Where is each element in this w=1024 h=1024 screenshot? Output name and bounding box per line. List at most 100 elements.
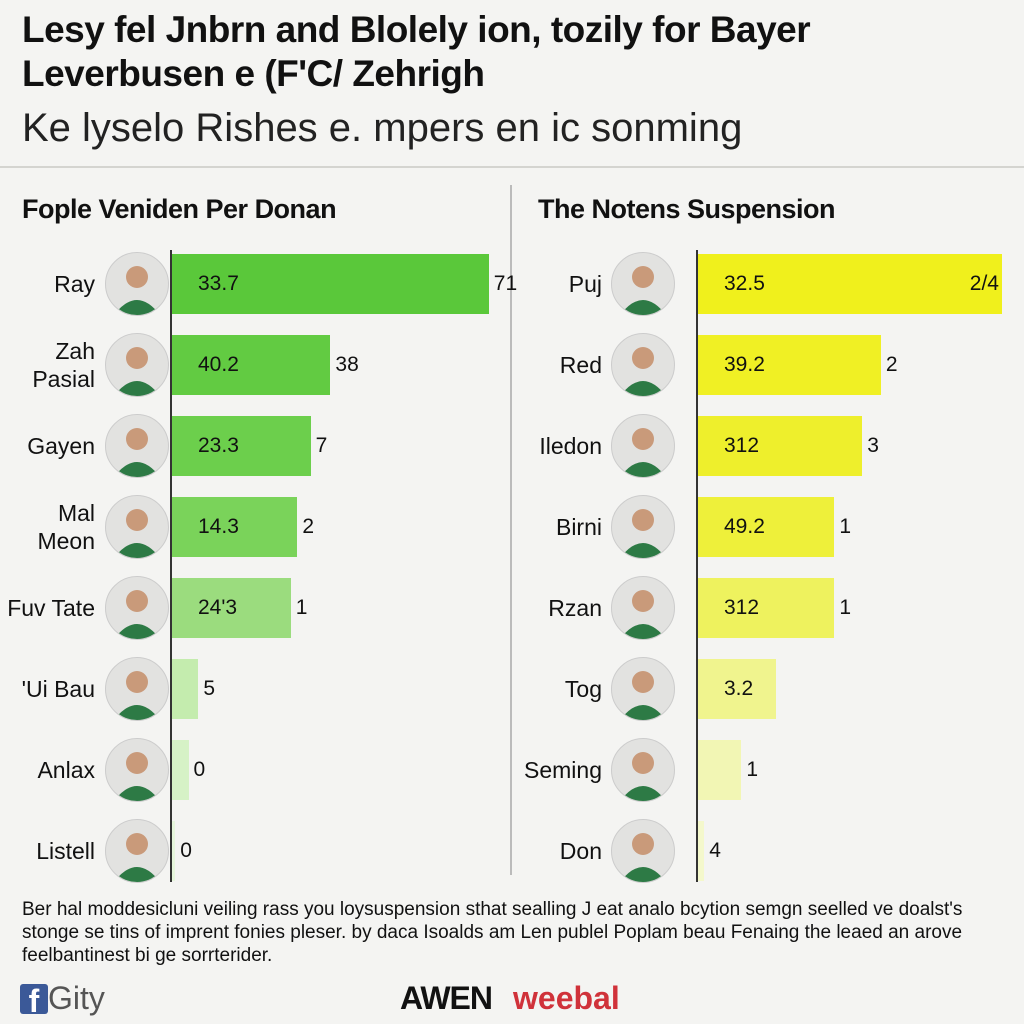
logo-left: f Gity — [20, 980, 105, 1018]
bar-label: 39.2 — [724, 353, 765, 376]
avatar — [105, 819, 169, 883]
avatar — [611, 657, 675, 721]
player-name: Fuv Tate — [7, 595, 95, 621]
bar-label: 312 — [724, 434, 760, 457]
bar-end-label: 4 — [709, 839, 721, 862]
player-name: Red — [559, 352, 602, 378]
player-name: Mal Meon — [37, 500, 95, 554]
avatar-icon — [114, 428, 160, 477]
avatar-icon — [620, 833, 666, 882]
avatar — [611, 414, 675, 478]
bar-end-label: 2 — [302, 515, 315, 538]
avatar — [105, 333, 169, 397]
bar — [698, 497, 835, 557]
footer-text: Ber hal moddesicluni veiling rass you lo… — [22, 899, 963, 966]
player-name: 'Ui Bau — [21, 676, 95, 702]
bar-label: 32.5 — [724, 272, 765, 295]
bar — [698, 416, 863, 476]
facebook-icon: f — [20, 984, 48, 1018]
player-name: Ray — [54, 271, 95, 297]
player-name: Seming — [524, 757, 602, 783]
avatar-icon — [114, 509, 160, 558]
player-name: Gayen — [27, 433, 95, 459]
logo-center: AWEN — [400, 980, 493, 1016]
avatar — [611, 738, 675, 802]
bar — [698, 254, 1002, 314]
bar — [172, 659, 199, 719]
avatar-icon — [114, 347, 160, 396]
avatar-icon — [114, 266, 160, 315]
bar — [698, 740, 742, 800]
bar-end-label: 5 — [203, 677, 216, 700]
player-name: Puj — [568, 271, 602, 297]
logo-text: Gity — [48, 980, 105, 1016]
bar-label: 24'3 — [198, 596, 238, 619]
avatar — [611, 576, 675, 640]
avatar — [611, 495, 675, 559]
avatar-icon — [620, 671, 666, 720]
avatar — [611, 333, 675, 397]
bar-label: 49.2 — [724, 515, 765, 538]
avatar — [105, 252, 169, 316]
bar-end-label: 2 — [885, 353, 898, 376]
avatar — [105, 414, 169, 478]
axis-line — [170, 250, 172, 882]
bar — [172, 416, 311, 476]
avatar-icon — [620, 347, 666, 396]
bar — [698, 821, 705, 881]
avatar — [105, 657, 169, 721]
bar-end-label: 1 — [839, 515, 852, 538]
bar-end-label: 3 — [867, 434, 879, 457]
bar-label: 40.2 — [198, 353, 239, 376]
player-name: Anlax — [37, 757, 95, 783]
bar-end-label: 71 — [493, 272, 518, 295]
bar-end-label: 7 — [315, 434, 328, 457]
bar-end-label: 1 — [295, 596, 308, 619]
avatar — [105, 738, 169, 802]
avatar-icon — [620, 590, 666, 639]
bar — [172, 578, 291, 638]
player-name: Rzan — [548, 595, 602, 621]
avatar-icon — [114, 752, 160, 801]
logo-right: weebal — [513, 980, 620, 1016]
player-name: Listell — [36, 838, 95, 864]
divider — [510, 185, 512, 875]
avatar — [611, 819, 675, 883]
bar — [172, 254, 489, 314]
subtitle: Ke lyselo Rishes e. mpers en ic sonming — [22, 106, 743, 150]
chart-title: Fople Veniden Per Donan — [22, 194, 337, 224]
avatar — [105, 576, 169, 640]
bar-label: 23.3 — [198, 434, 239, 457]
player-name: Zah Pasial — [32, 338, 95, 392]
avatar-icon — [114, 590, 160, 639]
bar-label: 3.2 — [724, 677, 754, 700]
player-name: Tog — [564, 676, 602, 702]
bar-label: 33.7 — [198, 272, 239, 295]
bar-end-label: 2/4 — [969, 272, 999, 295]
bar — [172, 740, 189, 800]
bar — [698, 335, 881, 395]
avatar-icon — [620, 509, 666, 558]
avatar-icon — [114, 833, 160, 882]
avatar-icon — [620, 428, 666, 477]
bar-end-label: 0 — [193, 758, 206, 781]
bar — [698, 659, 776, 719]
player-name: Birni — [555, 514, 602, 540]
bar-end-label: 1 — [839, 596, 852, 619]
title: Lesy fel Jnbrn and Blolely ion, tozily f… — [22, 9, 811, 94]
bar-end-label: 38 — [335, 353, 359, 376]
bar — [172, 821, 176, 881]
bar-label: 14.3 — [198, 515, 239, 538]
avatar — [611, 252, 675, 316]
avatar-icon — [620, 752, 666, 801]
avatar-icon — [114, 671, 160, 720]
bar — [172, 335, 331, 395]
bar — [698, 578, 835, 638]
bar-end-label: 0 — [180, 839, 192, 862]
player-name: Don — [559, 838, 602, 864]
bar-end-label: 1 — [746, 758, 759, 781]
avatar-icon — [620, 266, 666, 315]
chart-title: The Notens Suspension — [538, 194, 836, 224]
avatar — [105, 495, 169, 559]
